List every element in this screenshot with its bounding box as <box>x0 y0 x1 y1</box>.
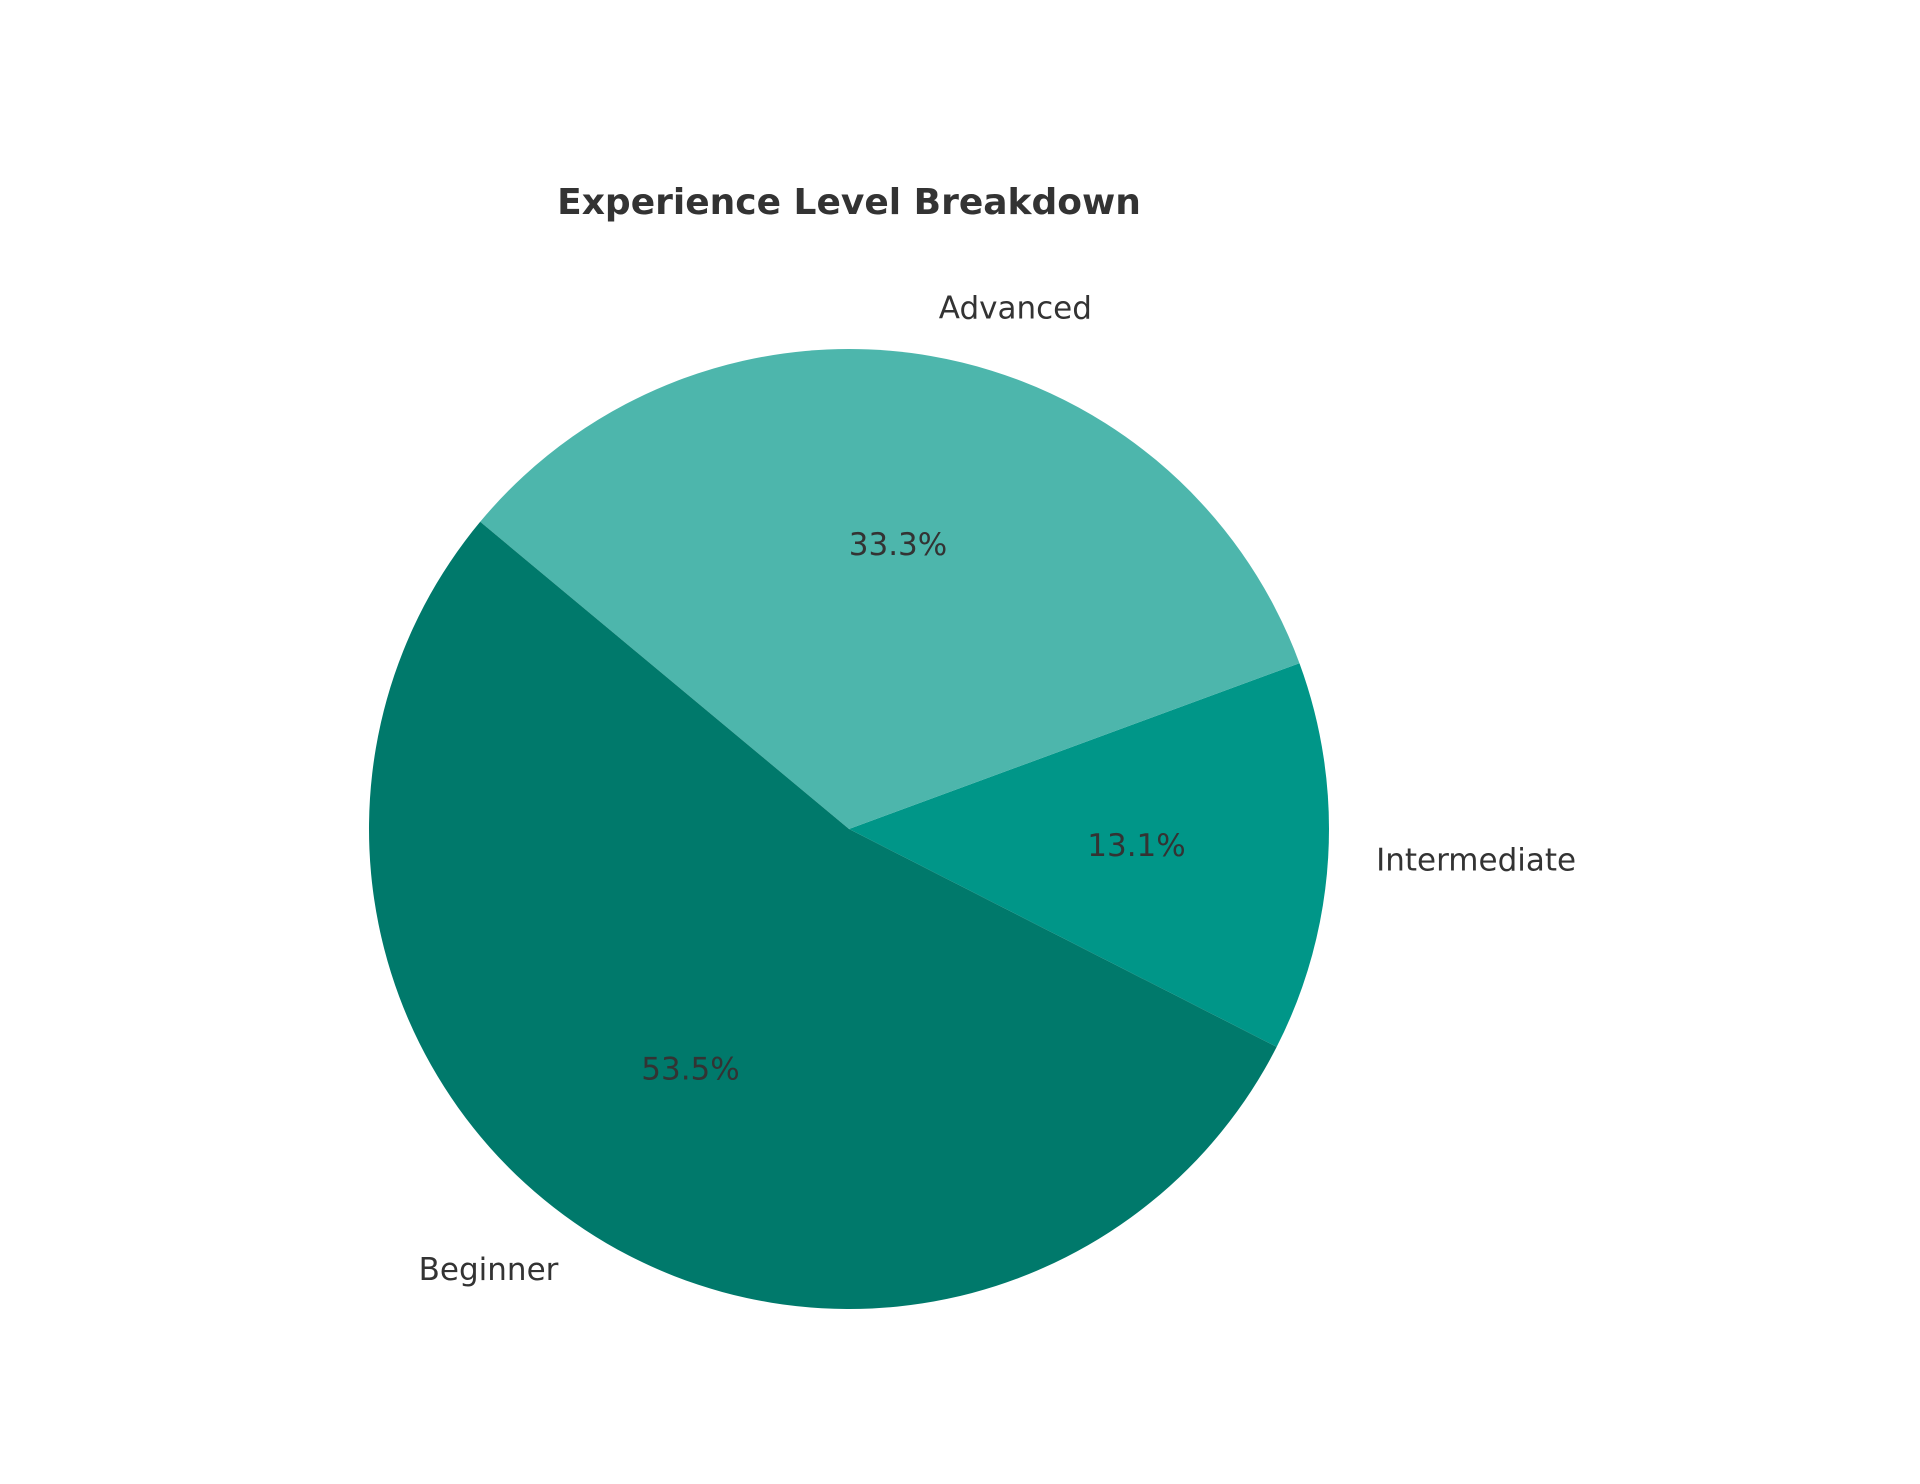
pie-labels: 13.1% Intermediate 33.3% Advanced 53.5% Begin… <box>419 291 1576 1288</box>
pie-slices <box>368 348 1330 1310</box>
pie-slice-intermediate <box>849 663 1330 1047</box>
slice-label-advanced: Advanced <box>939 291 1092 327</box>
slice-label-intermediate: Intermediate <box>1376 842 1576 878</box>
chart-title: Experience Level Breakdown <box>557 182 1141 223</box>
pct-label-advanced: 33.3% <box>849 527 947 563</box>
slice-label-beginner: Beginner <box>419 1252 559 1288</box>
pct-label-beginner: 53.5% <box>641 1051 739 1087</box>
pct-label-intermediate: 13.1% <box>1087 828 1185 864</box>
pie-slice-beginner <box>368 521 1277 1310</box>
pie-slice-advanced <box>480 348 1300 829</box>
